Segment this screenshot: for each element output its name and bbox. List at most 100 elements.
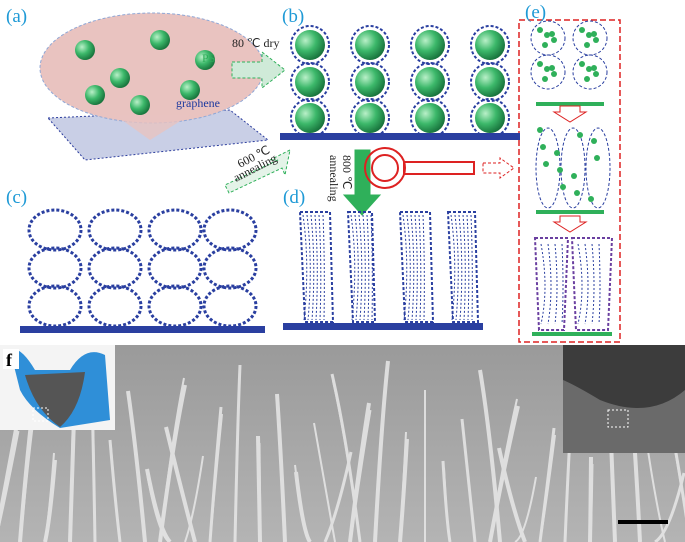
zoom-handle [403, 161, 475, 175]
particle [593, 37, 599, 43]
nanofiber [348, 402, 371, 542]
shell [87, 208, 143, 252]
shell [572, 20, 608, 56]
nanofiber [514, 476, 537, 542]
pillar-fiber [306, 214, 311, 321]
sphere [75, 40, 95, 60]
annotation: 800 ℃ [340, 155, 354, 189]
substrate [280, 133, 520, 140]
particle [543, 161, 549, 167]
sphere [195, 50, 215, 70]
nanofiber [159, 377, 185, 542]
annotation: 80 ℃ dry [232, 36, 279, 50]
substrate [283, 323, 483, 330]
pillar [533, 237, 570, 331]
pillar-fiber [561, 243, 564, 325]
shell [585, 127, 611, 209]
pillar-fiber [418, 214, 422, 321]
nanofiber [441, 460, 452, 542]
shell [147, 246, 203, 290]
shell [350, 25, 390, 65]
pillar-fiber [584, 243, 589, 325]
particle [560, 184, 566, 190]
pillar-fiber [310, 214, 315, 321]
sphere [475, 103, 505, 133]
zoom-circle [371, 154, 399, 182]
substrate [20, 326, 265, 333]
pillar-fiber [358, 214, 363, 321]
particle [554, 150, 560, 156]
pillar [298, 211, 335, 323]
nanofiber [256, 435, 262, 542]
pillar-fiber [354, 214, 359, 321]
arrow [231, 50, 286, 90]
shell [535, 127, 561, 209]
sphere [355, 67, 385, 97]
pillar-fiber [422, 214, 425, 321]
pillar-fiber [598, 243, 601, 325]
annotation: annealing [327, 155, 341, 202]
pillar [446, 211, 480, 323]
pillar-fiber [547, 243, 552, 325]
particle [537, 127, 543, 133]
nanofiber [313, 422, 336, 542]
particle [588, 196, 594, 202]
nanofiber [145, 468, 172, 542]
panel-label: (b) [282, 6, 304, 27]
shell [290, 98, 330, 138]
particle [544, 66, 550, 72]
diagram-art [0, 12, 685, 542]
shell [530, 54, 566, 90]
panel-label: f [6, 350, 13, 370]
inset-box [607, 409, 629, 428]
nanofiber [330, 373, 362, 542]
droplet [39, 12, 265, 124]
nanofiber [44, 452, 55, 542]
nanofiber [164, 426, 197, 542]
particle [586, 32, 592, 38]
particle [584, 76, 590, 82]
nanofiber [208, 406, 223, 542]
shell [350, 98, 390, 138]
panel-frame [518, 19, 621, 343]
pillar-fiber [350, 214, 356, 321]
panel-label: (d) [283, 187, 305, 208]
particle [577, 132, 583, 138]
particle [542, 76, 548, 82]
particle [591, 65, 597, 71]
arrow [552, 215, 588, 233]
panel-label: (e) [525, 2, 546, 23]
pillar-fiber [454, 214, 459, 321]
particle [571, 173, 577, 179]
pillar [346, 211, 377, 323]
shell [410, 62, 450, 102]
shell [87, 284, 143, 328]
pillar-fiber [402, 214, 408, 321]
particle [586, 66, 592, 72]
shell [27, 208, 83, 252]
pillar-fiber [591, 243, 595, 325]
arrow [224, 149, 291, 194]
pillar-fiber [554, 243, 558, 325]
pillar-fiber [470, 214, 473, 321]
nanofiber [489, 398, 518, 542]
annotation: graphene [176, 96, 220, 110]
shell [572, 54, 608, 90]
pillar-fiber [577, 243, 583, 325]
shell [350, 62, 390, 102]
nanofiber [108, 439, 122, 542]
shell [147, 284, 203, 328]
particle [584, 42, 590, 48]
pillar-fiber [366, 214, 370, 321]
shell [27, 246, 83, 290]
particle [579, 61, 585, 67]
pillar-fiber [322, 214, 325, 321]
particle [542, 42, 548, 48]
nanofiber [497, 447, 527, 542]
sphere [150, 30, 170, 50]
nanofiber [233, 364, 242, 542]
shell [202, 246, 258, 290]
particle [591, 138, 597, 144]
shell [530, 20, 566, 56]
droplet-foot [115, 115, 190, 140]
